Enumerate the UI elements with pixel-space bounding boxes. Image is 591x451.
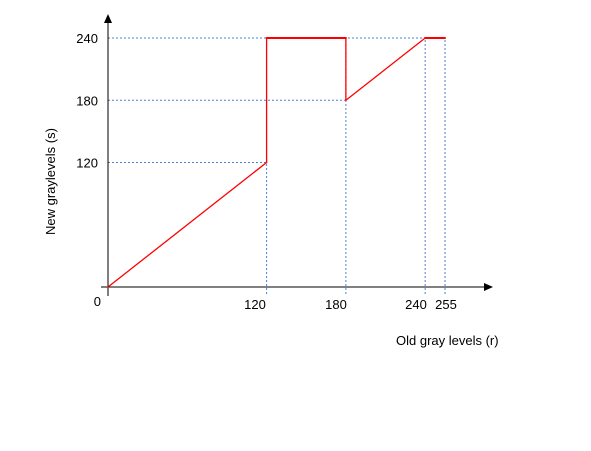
curve-point-3 [345,37,347,39]
origin-label: 0 [94,294,101,309]
curve-series [107,37,446,288]
curve-point-0 [107,286,109,288]
x-tick-label-240: 240 [405,297,427,312]
curve-point-6 [444,37,446,39]
tick-labels: 120 180 240 255 120 180 240 0 [76,31,457,312]
y-tick-label-180: 180 [76,93,98,108]
axes [101,14,493,296]
y-axis-label: New graylevels (s) [43,128,58,235]
x-tick-label-255: 255 [435,297,457,312]
x-axis-arrowhead [484,283,493,291]
y-tick-label-120: 120 [76,156,98,171]
y-tick-label-240: 240 [76,31,98,46]
x-tick-label-180: 180 [325,297,347,312]
guide-lines [108,37,446,294]
y-axis-arrowhead [104,14,112,23]
curve-segment-0 [107,161,268,288]
curve-point-1 [265,161,268,164]
x-axis-label: Old gray levels (r) [396,333,499,348]
curve-segment-4 [345,37,426,101]
x-tick-label-120: 120 [244,297,266,312]
curve-point-4 [345,99,347,101]
curve-point-2 [265,37,268,39]
curve-point-5 [424,37,426,39]
